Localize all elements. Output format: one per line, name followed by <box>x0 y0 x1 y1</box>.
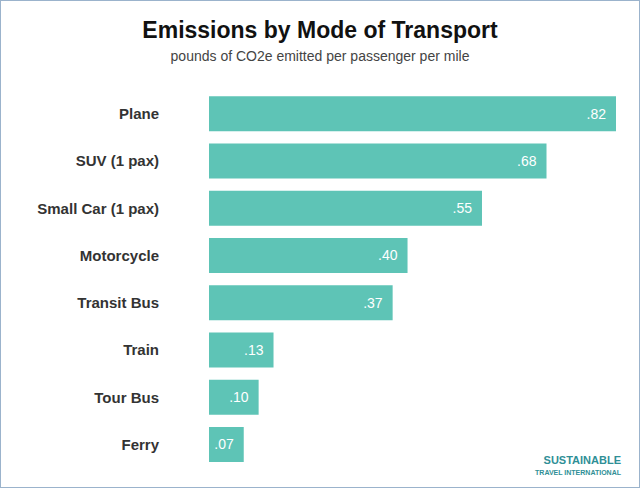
svg-text:Ferry: Ferry <box>121 436 159 453</box>
svg-text:Small Car (1 pax): Small Car (1 pax) <box>37 200 159 217</box>
svg-text:.13: .13 <box>244 342 264 358</box>
svg-text:.40: .40 <box>378 247 398 263</box>
svg-text:pounds of CO2e emitted per pas: pounds of CO2e emitted per passenger per… <box>171 48 470 64</box>
svg-text:Transit Bus: Transit Bus <box>77 294 159 311</box>
svg-text:SUV (1 pax): SUV (1 pax) <box>76 152 159 169</box>
svg-text:.07: .07 <box>214 436 234 452</box>
svg-text:Emissions by Mode of Transport: Emissions by Mode of Transport <box>142 17 498 43</box>
svg-text:.55: .55 <box>453 200 473 216</box>
svg-text:Motorcycle: Motorcycle <box>80 247 159 264</box>
svg-text:Plane: Plane <box>119 105 159 122</box>
svg-text:SUSTAINABLE: SUSTAINABLE <box>544 454 621 466</box>
svg-text:TRAVEL INTERNATIONAL: TRAVEL INTERNATIONAL <box>535 469 622 476</box>
svg-text:.37: .37 <box>363 295 383 311</box>
svg-text:.68: .68 <box>517 153 537 169</box>
svg-text:.82: .82 <box>587 106 607 122</box>
svg-text:.10: .10 <box>229 389 249 405</box>
svg-text:Train: Train <box>123 341 159 358</box>
svg-text:Tour Bus: Tour Bus <box>94 389 159 406</box>
